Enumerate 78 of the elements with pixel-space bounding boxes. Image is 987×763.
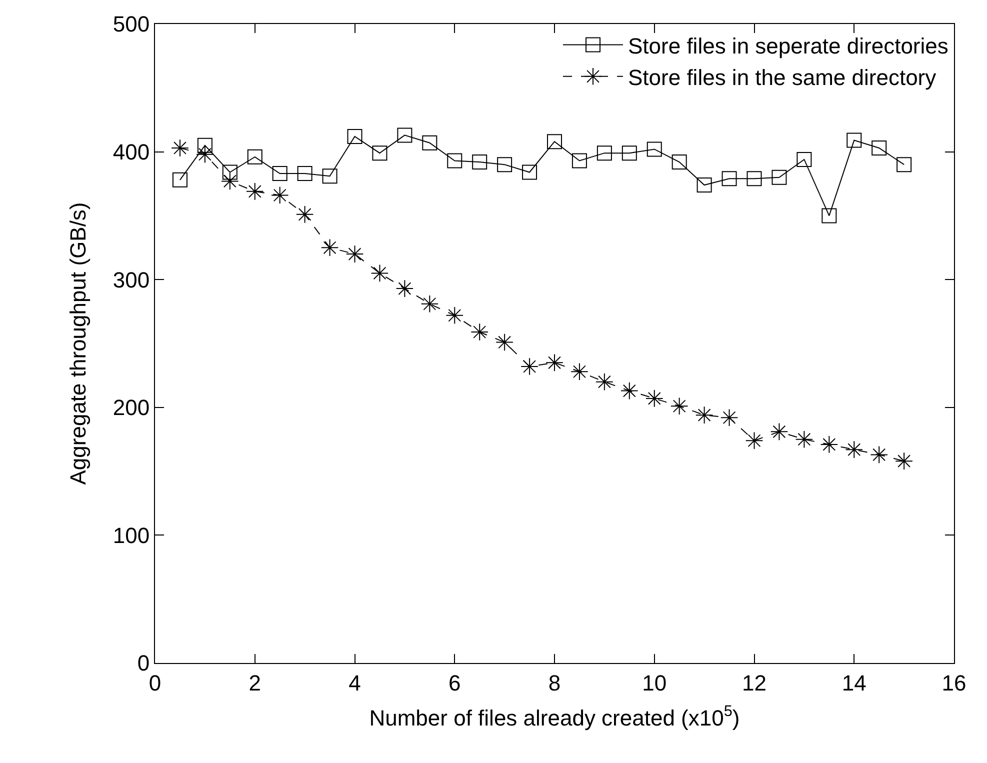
point: [596, 146, 612, 161]
point: [572, 153, 587, 168]
point: [670, 397, 688, 416]
point: [796, 152, 812, 167]
point: [520, 358, 538, 376]
point: [246, 182, 264, 200]
point: [645, 390, 664, 408]
point: [346, 245, 364, 263]
x-axis-title: Number of files already created (x10$^{5}$): [369, 703, 740, 730]
point: [820, 436, 838, 454]
point: [646, 142, 662, 157]
x-tick-label: 6: [448, 670, 461, 696]
point: [620, 382, 638, 400]
y-tick-label: 200: [112, 395, 150, 420]
x-tick-label: 8: [548, 670, 561, 696]
point: [297, 166, 312, 182]
point: [845, 440, 864, 458]
point: [547, 134, 562, 150]
point: [396, 280, 414, 298]
point: [347, 128, 362, 144]
point: [447, 153, 462, 168]
point: [846, 132, 862, 148]
legend-label: Store files in the same directory: [628, 64, 936, 90]
point: [622, 146, 637, 161]
point: [570, 362, 588, 381]
point: [720, 408, 738, 427]
point: [397, 128, 412, 143]
point: [672, 154, 687, 170]
point: [446, 306, 464, 324]
point: [320, 238, 339, 257]
y-tick-label: 100: [112, 522, 150, 548]
point: [496, 333, 514, 352]
y-tick-label: 300: [112, 267, 150, 292]
point: [822, 208, 837, 224]
point: [196, 145, 214, 164]
x-tick-label: 12: [742, 670, 766, 696]
point: [372, 146, 388, 161]
point: [746, 171, 762, 186]
point: [420, 294, 439, 313]
point: [470, 323, 488, 341]
y-tick-label: 0: [137, 650, 150, 676]
x-tick-label: 14: [842, 670, 866, 696]
point: [895, 452, 913, 470]
point: [546, 354, 564, 372]
point: [770, 422, 788, 441]
point: [296, 206, 314, 224]
point: [695, 406, 714, 424]
point: [270, 186, 289, 204]
y-tick-label: 400: [112, 140, 150, 164]
point: [696, 178, 712, 193]
point: [221, 172, 239, 190]
x-tick-label: 10: [642, 670, 667, 696]
point: [370, 264, 389, 282]
point: [322, 168, 338, 184]
point: [472, 154, 488, 170]
point: [172, 172, 188, 188]
point: [171, 139, 189, 157]
y-axis-title: Aggregate throughput (GB/s): [66, 202, 91, 485]
x-tick-label: 4: [348, 670, 361, 696]
point: [896, 157, 912, 172]
legend-label: Store files in seperate directories: [628, 33, 948, 58]
y-tick-label: 500: [112, 12, 150, 37]
point: [795, 430, 814, 448]
point: [772, 170, 787, 185]
point: [522, 164, 538, 180]
point: [247, 149, 262, 164]
point: [872, 140, 887, 156]
point: [745, 432, 764, 450]
point: [272, 166, 288, 182]
point: [422, 135, 438, 150]
x-tick-label: 2: [248, 670, 262, 696]
x-tick-label: 16: [942, 670, 966, 696]
point: [596, 372, 614, 391]
point: [497, 157, 512, 172]
point: [722, 171, 737, 186]
point: [870, 446, 888, 464]
point: [197, 138, 212, 153]
point: [222, 164, 238, 180]
